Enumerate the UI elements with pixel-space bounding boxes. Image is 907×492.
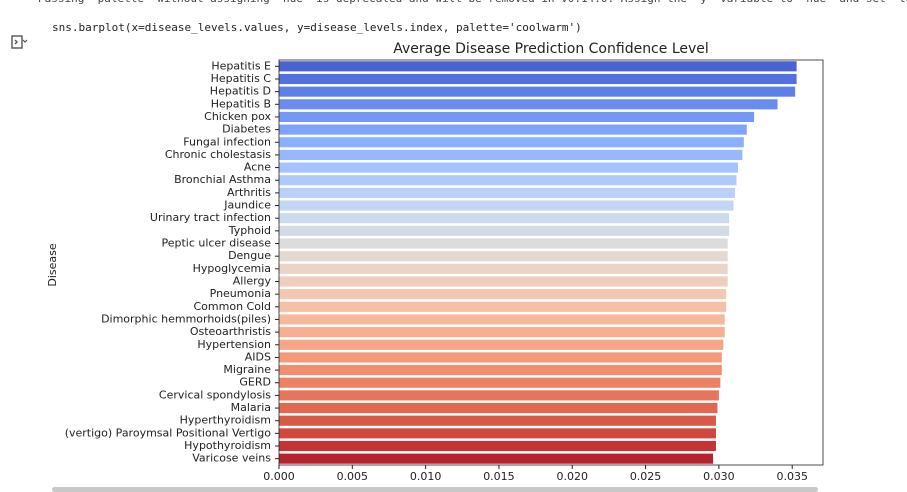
y-tick-label: Pneumonia: [210, 287, 271, 300]
bar: [279, 390, 719, 401]
bar: [279, 162, 738, 173]
y-tick-label: Hepatitis C: [211, 72, 272, 85]
y-tick-label: Chicken pox: [204, 110, 271, 123]
y-tick-label: Hypoglycemia: [193, 262, 271, 275]
y-tick-label: Hypertension: [197, 338, 271, 351]
bar: [279, 276, 728, 287]
y-tick-label: Hepatitis D: [210, 85, 271, 98]
y-tick-label: Malaria: [231, 401, 271, 414]
x-tick-label: 0.035: [776, 470, 808, 483]
code-line: sns.barplot(x=disease_levels.values, y=d…: [52, 21, 582, 34]
x-tick-label: 0.005: [337, 470, 369, 483]
y-tick-label: Hyperthyroidism: [180, 414, 271, 427]
bar: [279, 352, 722, 363]
bar: [279, 124, 747, 135]
y-tick-label: Migraine: [223, 363, 271, 376]
y-tick-label: Chronic cholestasis: [165, 148, 271, 161]
y-tick-label: Allergy: [233, 274, 272, 287]
x-tick-label: 0.010: [410, 470, 442, 483]
warning-text: Passing `palette` without assigning `hue…: [38, 0, 907, 5]
plot-frame: [278, 59, 824, 466]
bar: [279, 86, 796, 97]
y-tick-label: Hepatitis E: [211, 59, 271, 72]
bar: [279, 365, 722, 376]
bar: [279, 453, 714, 464]
y-tick-label: Dengue: [228, 249, 271, 262]
scrollbar[interactable]: [52, 487, 818, 492]
y-tick-label: Fungal infection: [183, 135, 271, 148]
bar: [279, 440, 716, 452]
y-tick-label: Hepatitis B: [211, 97, 271, 110]
bar: [279, 99, 778, 110]
bar: [279, 137, 744, 148]
y-tick-label: Hypothyroidism: [184, 439, 271, 452]
bar: [279, 187, 736, 198]
y-tick-label: Bronchial Asthma: [174, 173, 271, 186]
y-tick-label: Arthritis: [227, 186, 271, 199]
x-tick-label: 0.000: [263, 470, 295, 483]
bar: [279, 213, 730, 224]
y-tick-label: Dimorphic hemmorhoids(piles): [101, 312, 271, 325]
bar: [279, 61, 797, 72]
bar: [279, 289, 727, 300]
bar: [279, 327, 725, 338]
bar: [279, 402, 718, 414]
bar: [279, 225, 730, 236]
y-tick-label: Typhoid: [228, 224, 271, 237]
bar: [279, 251, 728, 262]
bar: [279, 428, 716, 439]
bar: [279, 415, 716, 426]
x-tick-label: 0.015: [483, 470, 515, 483]
y-tick-label: Diabetes: [222, 123, 271, 136]
bar: [279, 73, 797, 85]
bar: [279, 238, 728, 249]
bar: [279, 377, 721, 388]
y-tick-label: Peptic ulcer disease: [161, 237, 271, 250]
y-tick-label: GERD: [239, 376, 271, 389]
y-tick-label: Urinary tract infection: [150, 211, 271, 224]
bar: [279, 263, 728, 274]
bar: [279, 339, 724, 350]
bar: [279, 149, 743, 160]
bar: [279, 200, 734, 211]
x-tick-label: 0.030: [703, 470, 735, 483]
y-tick-label: Acne: [244, 161, 271, 174]
chart-title: Average Disease Prediction Confidence Le…: [393, 41, 709, 57]
y-tick-label: AIDS: [245, 350, 271, 363]
y-tick-label: Common Cold: [194, 300, 272, 313]
x-tick-label: 0.020: [557, 470, 589, 483]
output-toggle-icon[interactable]: [10, 33, 28, 51]
y-tick-label: Jaundice: [223, 199, 271, 212]
bar: [279, 301, 727, 312]
bar: [279, 175, 737, 186]
bar: [279, 314, 725, 325]
x-tick-label: 0.025: [630, 470, 662, 483]
bar: [279, 111, 755, 123]
y-axis-label: Disease: [46, 243, 59, 286]
y-tick-label: (vertigo) Paroymsal Positional Vertigo: [65, 426, 272, 439]
y-tick-label: Osteoarthristis: [190, 325, 271, 338]
y-tick-label: Cervical spondylosis: [159, 388, 271, 401]
y-tick-label: Varicose veins: [192, 452, 271, 465]
